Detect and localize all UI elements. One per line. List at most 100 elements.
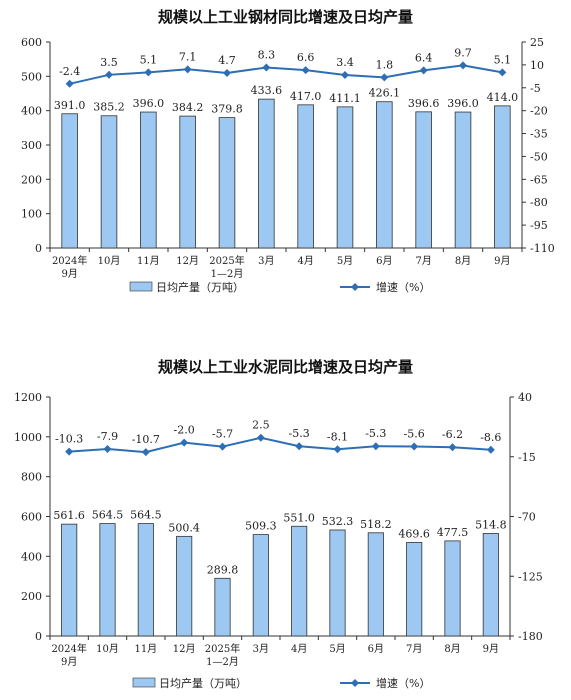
bar	[297, 104, 314, 249]
y-right-tick-label: -80	[530, 196, 548, 209]
legend-bar-swatch	[129, 281, 153, 292]
line-point	[410, 442, 419, 451]
bar-value-label: 532.3	[322, 515, 354, 528]
line-point	[218, 442, 227, 451]
bar-value-label: 391.0	[54, 99, 86, 112]
y-left-tick-label: 0	[35, 630, 42, 643]
bar-value-label: 289.8	[207, 563, 239, 576]
y-left-tick-label: 400	[21, 105, 42, 118]
legend-line-marker	[351, 679, 359, 687]
x-tick-label: 12月	[176, 255, 199, 267]
y-right-tick-label: -110	[530, 242, 555, 255]
x-tick-label: 6月	[368, 643, 384, 655]
steel-chart: 0 100 200 300 400 500 600 25 10 -5 -20 -35 -50 -65 -80…	[21, 36, 555, 294]
x-tick-label: 2024年 9月	[52, 254, 87, 280]
chart-title: 规模以上工业钢材同比增速及日均产量	[157, 8, 413, 26]
bar	[494, 105, 511, 249]
line-point	[301, 66, 310, 75]
x-tick-label: 3月	[258, 255, 274, 267]
y-right-tick-label: -70	[518, 511, 536, 524]
growth-line	[69, 64, 503, 85]
line-value-label: -2.4	[59, 65, 80, 78]
bar-value-label: 417.0	[290, 90, 322, 103]
bar	[336, 106, 354, 249]
x-tick-label: 8月	[444, 643, 460, 655]
y-right-tick-label: -5	[530, 82, 541, 95]
bar	[329, 529, 346, 637]
y-right-tick-label: -35	[530, 128, 548, 141]
y-right-tick-label: -50	[530, 150, 548, 163]
line-value-label: -6.2	[442, 428, 463, 441]
line-point	[459, 61, 467, 70]
line-point	[180, 438, 189, 447]
bar	[176, 535, 193, 637]
x-tick-label: 10月	[96, 643, 119, 655]
y-left-tick-label: 600	[21, 36, 42, 49]
legend-line-marker	[351, 283, 359, 291]
bar	[406, 542, 423, 637]
line-value-label: -7.9	[97, 430, 118, 443]
line-point	[183, 65, 192, 74]
line-value-label: -2.0	[174, 424, 195, 437]
bar	[376, 101, 393, 249]
line-point	[341, 70, 349, 79]
x-tick-label: 4月	[297, 255, 313, 267]
x-tick-label: 11月	[137, 255, 160, 267]
bar	[482, 533, 499, 637]
line-point	[448, 443, 457, 452]
legend-line-label: 增速（%）	[376, 280, 430, 294]
bar-value-label: 384.2	[172, 101, 204, 114]
bar-value-label: 518.2	[360, 518, 392, 531]
line-value-label: -5.6	[404, 428, 425, 441]
bar-value-label: 564.5	[92, 509, 124, 522]
legend-bar-swatch	[132, 677, 156, 688]
legend-line-label: 增速（%）	[376, 676, 430, 690]
bar-value-label: 396.0	[133, 97, 165, 110]
bar-value-label: 561.6	[53, 509, 85, 522]
bar-value-label: 396.6	[408, 97, 440, 110]
bar	[137, 523, 154, 637]
y-right-tick-label: 40	[518, 391, 532, 404]
x-tick-label: 2024年 9月	[51, 642, 86, 668]
y-right-tick-label: -95	[530, 219, 548, 232]
bar	[100, 115, 118, 249]
line-point	[105, 70, 113, 79]
bar-value-label: 509.3	[245, 520, 277, 533]
line-value-label: -10.3	[55, 433, 83, 446]
bar-value-label: 414.0	[487, 91, 519, 104]
x-tick-label: 10月	[98, 255, 121, 267]
cement-chart: 0 200 400 600 800 1000 1200 40 -15 -70 -125 -180 202…	[14, 391, 543, 690]
legend-bar-label: 日均产量（万吨）	[156, 280, 244, 294]
y-right-tick-label: -20	[530, 105, 548, 118]
bar	[99, 523, 116, 637]
bar	[291, 525, 308, 637]
line-value-label: -8.1	[327, 430, 348, 443]
line-value-label: 1.8	[376, 58, 394, 71]
y-left-tick-label: 100	[21, 208, 42, 221]
growth-line	[69, 436, 491, 454]
line-value-label: 9.7	[454, 46, 472, 59]
y-right-tick-label: 25	[530, 36, 544, 49]
bar	[367, 532, 384, 637]
line-point	[141, 448, 150, 457]
bar	[415, 111, 432, 249]
bar	[61, 523, 78, 637]
y-left-tick-label: 300	[21, 139, 42, 152]
bar	[61, 113, 78, 249]
line-value-label: -10.7	[132, 433, 160, 446]
cement-chart-panel: 规模以上工业水泥同比增速及日均产量 0 200 400 600 800 1000 1200 4…	[0, 350, 571, 700]
line-value-label: 8.3	[258, 48, 276, 61]
y-right-tick-label: -65	[530, 173, 548, 186]
line-point	[419, 66, 428, 75]
bar	[140, 111, 157, 249]
line-point	[223, 68, 231, 77]
line-point	[333, 445, 342, 454]
x-tick-label: 3月	[253, 643, 269, 655]
line-value-label: -8.6	[480, 431, 501, 444]
x-tick-label: 6月	[376, 255, 392, 267]
bar-value-label: 469.6	[398, 527, 430, 540]
x-tick-label: 4月	[291, 643, 307, 655]
y-left-tick-label: 200	[21, 173, 42, 186]
line-value-label: 6.6	[297, 51, 315, 64]
line-point	[498, 68, 507, 77]
